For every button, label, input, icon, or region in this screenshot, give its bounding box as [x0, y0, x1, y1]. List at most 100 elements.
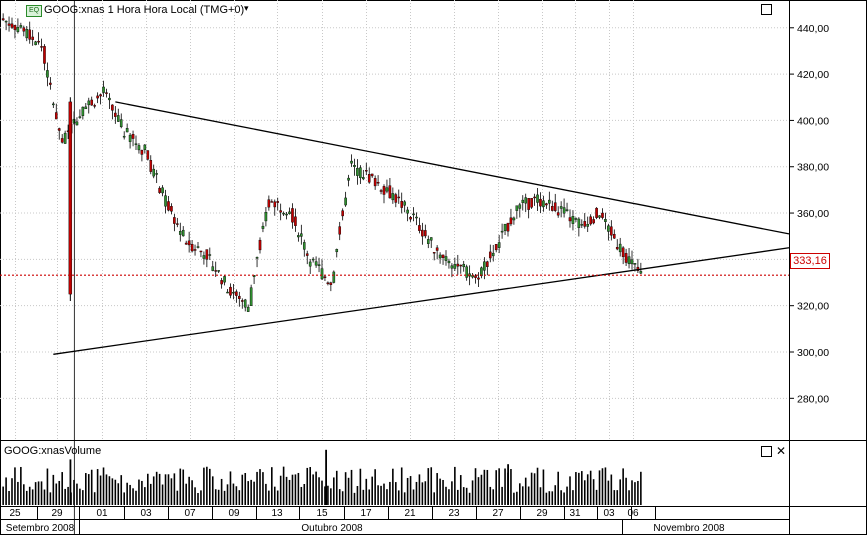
volume-bar	[235, 486, 238, 505]
x-month-label: Outubro 2008	[301, 523, 363, 534]
volume-bar	[288, 479, 291, 505]
x-tick-label: 06	[627, 508, 639, 519]
candle-body	[170, 206, 173, 212]
volume-bar	[99, 475, 102, 505]
candle-body	[116, 115, 120, 122]
candle-body	[530, 198, 533, 208]
candle-body	[122, 135, 126, 138]
candle-body	[40, 46, 43, 48]
volume-bar	[327, 485, 329, 505]
volume-bar	[123, 492, 125, 505]
volume-bar	[569, 476, 571, 505]
volume-bar	[554, 485, 557, 505]
chevron-down-icon[interactable]: ▾	[244, 3, 249, 13]
volume-bar	[223, 490, 226, 505]
candle-body	[494, 244, 498, 251]
volume-bar	[135, 490, 137, 505]
volume-bar	[185, 483, 187, 505]
volume-bar	[459, 475, 462, 505]
maximize-volume-panel-icon[interactable]	[761, 446, 772, 457]
x-tick-label: 13	[271, 508, 283, 519]
candle-body	[291, 208, 294, 223]
volume-bar	[586, 474, 589, 505]
volume-bar	[495, 470, 497, 505]
candle-body	[111, 104, 114, 111]
volume-bar	[79, 488, 81, 505]
volume-bar	[37, 481, 40, 505]
volume-bar	[179, 468, 182, 505]
volume-bar	[344, 472, 347, 505]
candle-body	[491, 252, 495, 257]
close-icon[interactable]: ✕	[776, 444, 787, 458]
candle-body	[240, 300, 244, 302]
candle-body	[415, 216, 418, 219]
volume-bar	[132, 488, 134, 505]
candle-body	[297, 235, 300, 238]
volume-bar	[403, 492, 406, 505]
volume-bar	[11, 478, 13, 505]
x-tick-label: 31	[569, 508, 581, 519]
volume-bar	[31, 489, 34, 505]
candle-body	[264, 212, 268, 222]
candle-body	[134, 143, 138, 145]
volume-bar	[256, 471, 258, 505]
candle-body	[261, 225, 265, 229]
volume-bar	[347, 477, 350, 505]
maximize-price-panel-icon[interactable]	[761, 4, 772, 15]
candle-body	[314, 261, 318, 266]
volume-bar	[61, 472, 63, 505]
candle-body	[577, 218, 581, 228]
y-tick-label: 360,00	[797, 208, 829, 220]
volume-bar	[489, 486, 492, 505]
candle-body	[344, 197, 347, 206]
volume-bar	[371, 476, 373, 505]
candle-body	[155, 173, 158, 175]
volume-bar	[415, 481, 418, 505]
volume-bar	[69, 459, 72, 505]
volume-bar	[300, 486, 303, 505]
candle-body	[633, 263, 637, 265]
candle-body	[78, 116, 82, 118]
candle-body	[205, 249, 209, 260]
candle-body	[184, 242, 188, 245]
volume-bar	[197, 492, 199, 505]
volume-bar	[539, 487, 542, 505]
volume-bar	[604, 467, 607, 505]
candle-body	[143, 144, 147, 150]
volume-bar	[566, 486, 568, 505]
candle-body	[25, 29, 29, 39]
candle-body	[483, 261, 486, 271]
volume-bar	[631, 480, 633, 505]
price-panel-title[interactable]: GOOG:xnas 1 Hora Hora Local (TMG+0)	[44, 4, 245, 16]
volume-bar	[545, 492, 548, 505]
y-tick-label: 280,00	[797, 393, 829, 405]
candle-body	[542, 200, 545, 207]
candle-body	[223, 276, 226, 283]
y-tick-label: 320,00	[797, 301, 829, 313]
candle-body	[376, 181, 380, 184]
candle-body	[282, 212, 285, 215]
candle-body	[146, 150, 150, 160]
volume-bar	[359, 468, 362, 505]
volume-bar	[297, 472, 300, 505]
volume-bar	[170, 478, 173, 505]
volume-bar	[34, 482, 37, 505]
candle-body	[90, 99, 94, 106]
candle-body	[595, 207, 598, 218]
candle-body	[208, 254, 212, 256]
candle-body	[232, 292, 235, 294]
volume-bar	[513, 492, 515, 505]
candle-body	[426, 239, 430, 244]
volume-bar	[380, 485, 382, 505]
candle-body	[187, 240, 191, 246]
volume-bar	[73, 479, 75, 505]
volume-bar	[303, 483, 306, 505]
candle-body	[114, 112, 117, 117]
volume-bar	[601, 468, 604, 505]
candle-body	[140, 150, 144, 155]
candle-body	[308, 261, 312, 267]
candle-body	[639, 271, 643, 274]
volume-bar	[161, 484, 164, 505]
x-tick-label: 09	[228, 508, 240, 519]
